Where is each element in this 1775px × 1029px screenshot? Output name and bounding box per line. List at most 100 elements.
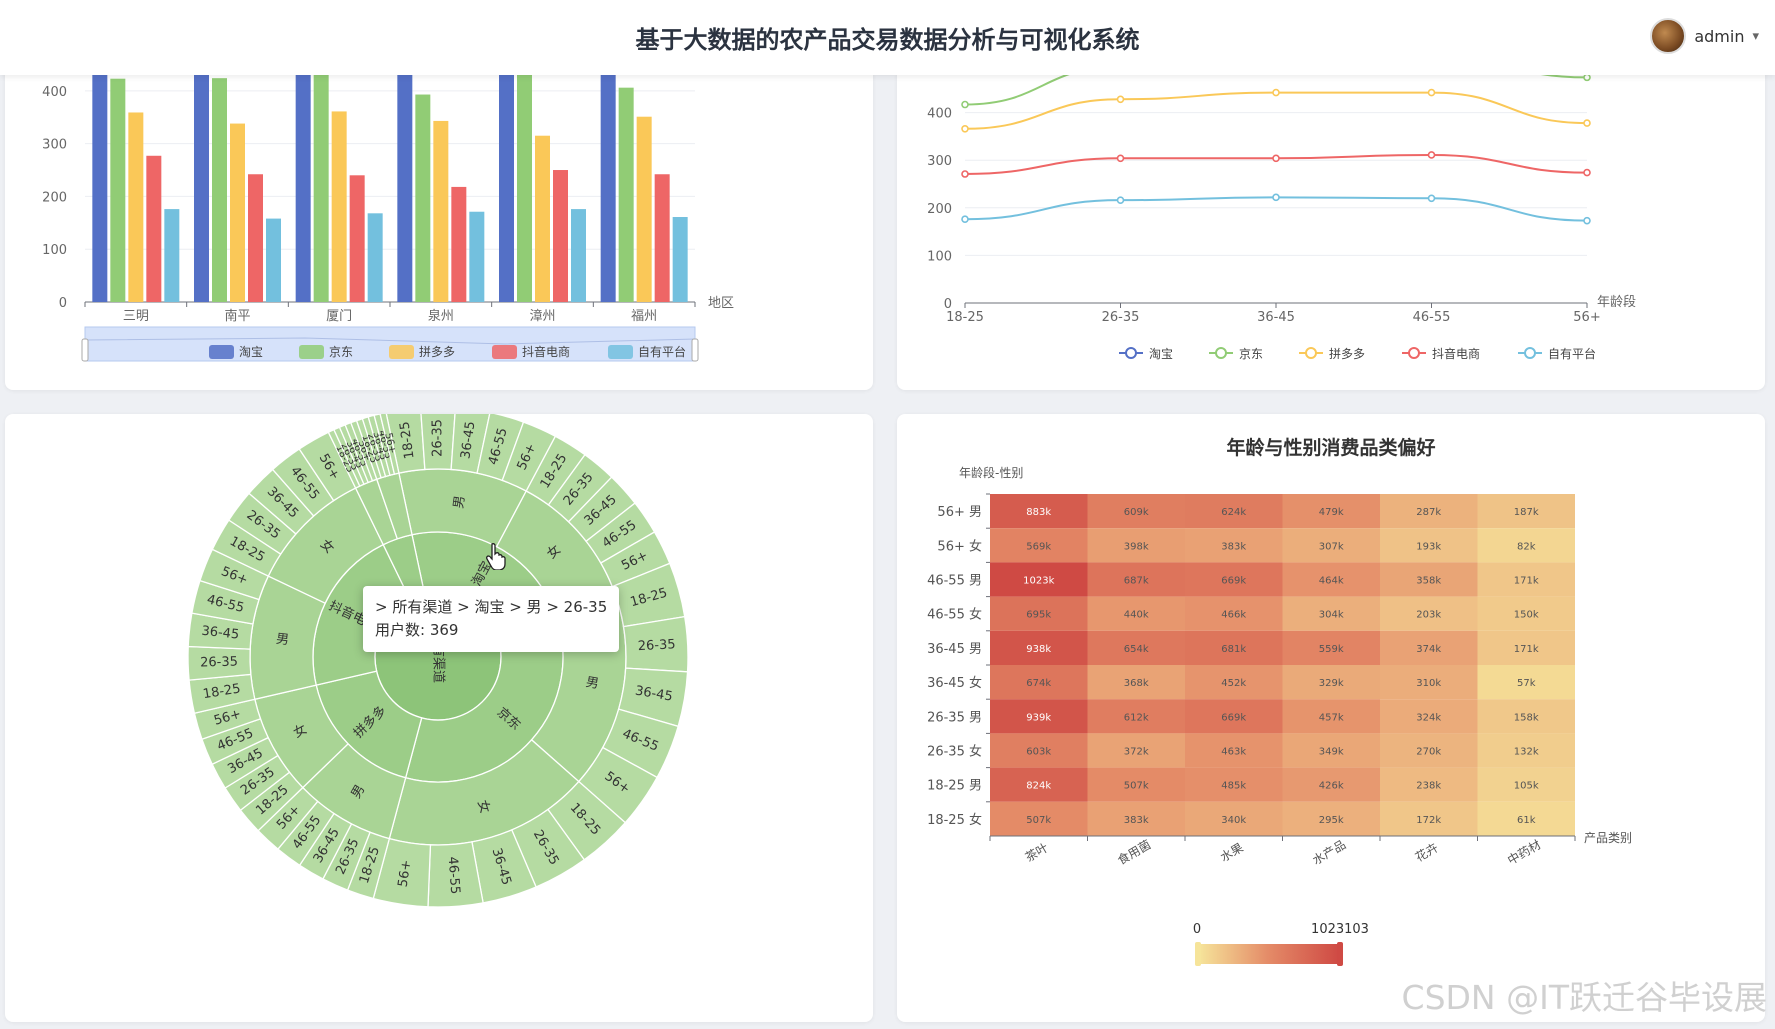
heatmap-cell[interactable] [1380, 665, 1478, 700]
heatmap-cell[interactable] [1477, 596, 1576, 631]
heatmap-cell[interactable] [990, 801, 1088, 836]
line-point-自有平台 [961, 215, 969, 224]
legend-label[interactable]: 淘宝 [239, 345, 263, 359]
legend-swatch[interactable] [389, 345, 414, 359]
legend-swatch[interactable] [299, 345, 324, 359]
heatmap-cell[interactable] [1087, 733, 1186, 768]
heatmap-cell[interactable] [990, 699, 1088, 734]
legend-marker[interactable] [1408, 347, 1420, 359]
heatmap-cell[interactable] [1185, 494, 1283, 529]
visualmap-handle-max[interactable] [1337, 942, 1343, 966]
heatmap-cell[interactable] [990, 562, 1088, 597]
heatmap-cell[interactable] [1282, 562, 1381, 597]
heatmap-cell[interactable] [1380, 767, 1478, 802]
heatmap-cell[interactable] [1282, 801, 1381, 836]
legend-marker[interactable] [1524, 347, 1536, 359]
chevron-down-icon[interactable]: ▾ [1752, 28, 1759, 44]
heatmap-cell[interactable] [1380, 562, 1478, 597]
heatmap-cell[interactable] [1087, 801, 1186, 836]
line-point-抖音电商 [1583, 168, 1591, 177]
heatmap-cell[interactable] [1380, 801, 1478, 836]
heatmap-cell[interactable] [1380, 630, 1478, 665]
legend-label[interactable]: 淘宝 [1149, 347, 1173, 361]
legend-label[interactable]: 拼多多 [1329, 347, 1365, 361]
heatmap-cell[interactable] [1477, 733, 1576, 768]
heatmap-cell[interactable] [1087, 665, 1186, 700]
heatmap-cell[interactable] [1087, 562, 1186, 597]
heatmap-cell[interactable] [990, 630, 1088, 665]
avatar[interactable] [1650, 18, 1687, 54]
heatmap-cell[interactable] [990, 665, 1088, 700]
heatmap-cell[interactable] [1477, 699, 1576, 734]
heatmap-cell[interactable] [1282, 733, 1381, 768]
heatmap-cell[interactable] [1087, 528, 1186, 563]
heatmap-cell[interactable] [1477, 562, 1576, 597]
heatmap-cell[interactable] [1087, 630, 1186, 665]
heatmap-cell[interactable] [1282, 767, 1381, 802]
heatmap-cell[interactable] [1282, 630, 1381, 665]
heatmap-cell[interactable] [1380, 733, 1478, 768]
heatmap-cell[interactable] [1380, 494, 1478, 529]
username[interactable]: admin [1694, 26, 1745, 46]
heatmap-cell[interactable] [1380, 528, 1478, 563]
legend-swatch[interactable] [608, 345, 633, 359]
heatmap-cell[interactable] [1087, 699, 1186, 734]
heatmap-cell-label: 57k [1517, 678, 1536, 689]
heatmap-cell[interactable] [1282, 699, 1381, 734]
bar-xaxis-name: 地区 [708, 296, 734, 311]
legend-swatch[interactable] [209, 345, 234, 359]
sunburst-age[interactable] [379, 414, 400, 475]
visualmap-bar[interactable] [1199, 944, 1339, 964]
heatmap-cell[interactable] [1477, 494, 1576, 529]
heatmap-cell[interactable] [1185, 801, 1283, 836]
legend-marker[interactable] [1125, 347, 1137, 359]
legend-label[interactable]: 拼多多 [419, 345, 455, 359]
heatmap-cell[interactable] [1380, 596, 1478, 631]
legend-marker[interactable] [1215, 347, 1227, 359]
heatmap-cell-label: 383k [1124, 815, 1149, 826]
legend-label[interactable]: 京东 [329, 345, 353, 359]
line-京东 [964, 67, 1588, 106]
legend-marker[interactable] [1305, 347, 1317, 359]
legend-label[interactable]: 自有平台 [1548, 346, 1596, 361]
heatmap-cell[interactable] [1185, 665, 1283, 700]
heatmap-cell[interactable] [1185, 562, 1283, 597]
heatmap-cell[interactable] [1087, 494, 1186, 529]
heatmap-cell-label: 466k [1221, 610, 1246, 621]
legend-label[interactable]: 抖音电商 [1432, 346, 1480, 361]
legend-label[interactable]: 自有平台 [638, 344, 686, 359]
line-ytick-label: 200 [927, 202, 952, 217]
datazoom-handle-right[interactable] [691, 338, 699, 362]
heatmap-cell[interactable] [1282, 596, 1381, 631]
heatmap-cell[interactable] [1087, 767, 1186, 802]
visualmap-handle-min[interactable] [1195, 942, 1201, 966]
bar-category-label: 厦门 [326, 309, 352, 324]
heatmap-cell[interactable] [990, 767, 1088, 802]
heatmap-cell[interactable] [1185, 733, 1283, 768]
heatmap-cell[interactable] [1282, 528, 1381, 563]
heatmap-cell[interactable] [1282, 494, 1381, 529]
heatmap-cell[interactable] [1477, 630, 1576, 665]
heatmap-cell[interactable] [1185, 767, 1283, 802]
datazoom-shadow [84, 337, 696, 345]
user-menu[interactable]: admin ▾ [1650, 18, 1759, 54]
heatmap-cell[interactable] [1185, 699, 1283, 734]
heatmap-cell[interactable] [990, 494, 1088, 529]
heatmap-cell[interactable] [1087, 596, 1186, 631]
heatmap-cell[interactable] [1477, 665, 1576, 700]
heatmap-cell[interactable] [1477, 767, 1576, 802]
heatmap-cell[interactable] [1477, 528, 1576, 563]
heatmap-cell[interactable] [1477, 801, 1576, 836]
legend-label[interactable]: 抖音电商 [522, 344, 570, 359]
heatmap-cell[interactable] [1380, 699, 1478, 734]
heatmap-cell[interactable] [1282, 665, 1381, 700]
datazoom-handle-left[interactable] [81, 338, 89, 362]
heatmap-cell[interactable] [1185, 596, 1283, 631]
legend-swatch[interactable] [492, 345, 517, 359]
heatmap-cell[interactable] [990, 733, 1088, 768]
heatmap-cell[interactable] [1185, 528, 1283, 563]
legend-label[interactable]: 京东 [1239, 347, 1263, 361]
heatmap-cell[interactable] [1185, 630, 1283, 665]
heatmap-cell[interactable] [990, 528, 1088, 563]
heatmap-cell[interactable] [990, 596, 1088, 631]
